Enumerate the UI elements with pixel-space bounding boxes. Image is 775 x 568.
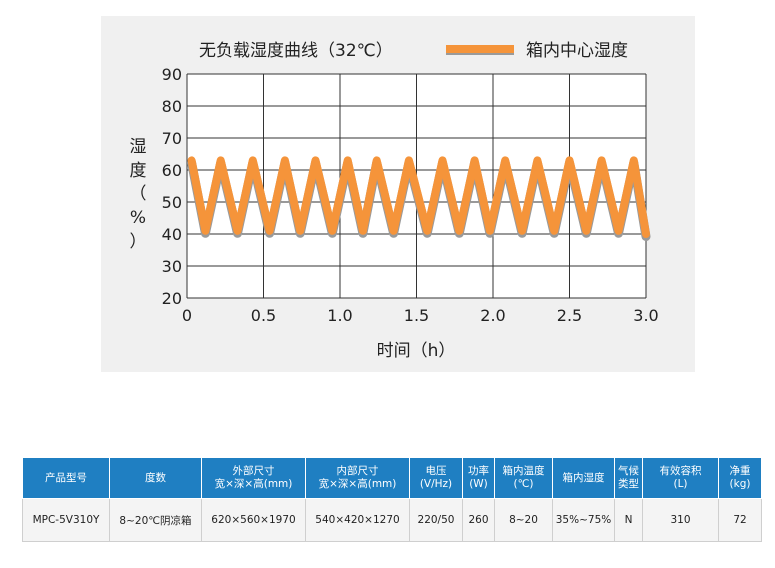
y-tick-label: 50 (162, 193, 182, 212)
table-header-cell: 内部尺寸 宽×深×高(mm) (305, 457, 410, 499)
x-axis-label: 时间（h） (377, 341, 456, 361)
table-cell: 540×420×1270 (305, 498, 410, 542)
x-tick-label: 2.0 (480, 306, 505, 325)
table-header-cell: 箱内湿度 (552, 457, 615, 499)
series-line-humidity (187, 156, 650, 238)
x-tick-label: 0 (182, 306, 192, 325)
header-line: 产品型号 (45, 471, 87, 484)
x-tick-label: 2.5 (557, 306, 582, 325)
header-line: 宽×深×高(mm) (318, 478, 397, 490)
table-header-cell: 净重 (kg) (718, 457, 762, 499)
humidity-chart: 20 30 40 50 60 70 80 90 0 0.5 1.0 1.5 2.0 2.5 3.0 无负载湿度… (130, 41, 659, 361)
chart-title: 无负载湿度曲线（32℃） (199, 41, 393, 61)
header-line: 宽×深×高(mm) (214, 478, 293, 490)
header-line: (℃) (513, 478, 534, 490)
header-line: 度数 (145, 471, 166, 484)
table-row: MPC-5V310Y 8~20℃阴凉箱 620×560×1970 540×420×12… (22, 498, 762, 542)
chart-panel: 20 30 40 50 60 70 80 90 0 0.5 1.0 1.5 2.0 2.5 3.0 无负载湿度… (101, 16, 695, 372)
table-header-cell: 电压 (V/Hz) (409, 457, 463, 499)
table-header-cell: 度数 (109, 457, 202, 499)
y-axis-label-char: （ (130, 184, 147, 204)
legend-swatch-shadow (446, 53, 514, 55)
header-line: 箱内温度 (502, 465, 545, 477)
x-tick-label: 1.0 (327, 306, 352, 325)
table-header-cell: 外部尺寸 宽×深×高(mm) (201, 457, 306, 499)
y-tick-label: 30 (162, 257, 182, 276)
y-axis-label-char: 度 (130, 161, 147, 181)
table-cell: 72 (718, 498, 762, 542)
table-cell: MPC-5V310Y (22, 498, 110, 542)
x-tick-label: 0.5 (251, 306, 276, 325)
table-cell: 8~20 (494, 498, 553, 542)
y-tick-label: 20 (162, 289, 182, 308)
y-axis-label-char: ） (130, 232, 147, 252)
spec-table: 产品型号 度数 外部尺寸 宽×深×高(mm) 内部尺寸 宽×深×高(mm) 电压 (V/Hz)… (22, 457, 762, 542)
legend-label: 箱内中心湿度 (526, 41, 628, 61)
table-cell: 310 (642, 498, 719, 542)
y-tick-label: 60 (162, 161, 182, 180)
legend-swatch (446, 45, 514, 53)
header-line: 有效容积 (659, 465, 702, 477)
header-line: (V/Hz) (419, 478, 453, 490)
y-tick-label: 80 (162, 97, 182, 116)
header-line: 电压 (425, 465, 447, 477)
y-tick-label: 70 (162, 129, 182, 148)
table-header-cell: 箱内温度 (℃) (494, 457, 553, 499)
header-line: 净重 (729, 465, 751, 477)
y-axis-label-char: 湿 (130, 137, 147, 157)
header-line: (kg) (729, 478, 751, 490)
header-line: 箱内湿度 (562, 471, 605, 484)
table-header-row: 产品型号 度数 外部尺寸 宽×深×高(mm) 内部尺寸 宽×深×高(mm) 电压 (V/Hz)… (22, 457, 762, 499)
header-line: 类型 (618, 478, 639, 490)
table-cell: 260 (462, 498, 495, 542)
table-header-cell: 产品型号 (22, 457, 110, 499)
y-axis-label-char: % (130, 208, 146, 228)
table-header-cell: 气候 类型 (614, 457, 643, 499)
table-cell: 620×560×1970 (201, 498, 306, 542)
table-header-cell: 有效容积 (L) (642, 457, 719, 499)
header-line: 功率 (468, 465, 489, 477)
x-tick-label: 1.5 (404, 306, 429, 325)
table-cell: 220/50 (409, 498, 463, 542)
table-cell: N (614, 498, 643, 542)
x-tick-label: 3.0 (633, 306, 658, 325)
y-tick-label: 40 (162, 225, 182, 244)
header-line: 外部尺寸 (232, 465, 275, 477)
y-tick-label: 90 (162, 65, 182, 84)
table-cell: 35%~75% (552, 498, 615, 542)
header-line: 内部尺寸 (336, 465, 379, 477)
header-line: (W) (469, 478, 488, 490)
header-line: (L) (673, 478, 688, 490)
header-line: 气候 (618, 465, 639, 477)
table-cell: 8~20℃阴凉箱 (109, 498, 202, 542)
table-header-cell: 功率 (W) (462, 457, 495, 499)
